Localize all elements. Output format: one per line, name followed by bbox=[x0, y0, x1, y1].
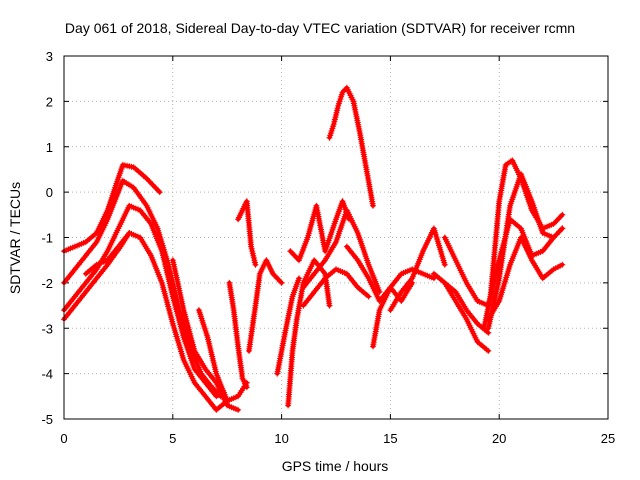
series-arc-7 bbox=[195, 307, 250, 404]
series-arc-16 bbox=[300, 266, 372, 309]
y-tick-label: -2 bbox=[41, 276, 53, 291]
y-tick-label: 2 bbox=[46, 94, 53, 109]
chart-title: Day 061 of 2018, Sidereal Day-to-day VTE… bbox=[65, 20, 575, 36]
y-tick-label: -4 bbox=[41, 367, 53, 382]
axis-ticks: 0 5 10 15 20 25 -5 -4 -3 -2 -1 0 1 2 3 bbox=[41, 49, 615, 446]
x-axis-label: GPS time / hours bbox=[282, 458, 389, 474]
series-arc-12 bbox=[285, 257, 333, 409]
series-arc-19 bbox=[387, 225, 448, 314]
series-plus-markers bbox=[287, 198, 353, 264]
series-arc-21 bbox=[441, 279, 492, 354]
x-tick-label: 0 bbox=[60, 431, 67, 446]
series-plus-markers bbox=[82, 230, 133, 277]
series-arc-18 bbox=[370, 279, 416, 350]
series-arc-8 bbox=[226, 279, 250, 391]
series-arc-11 bbox=[274, 275, 302, 377]
series-arc-9 bbox=[235, 198, 259, 268]
series-plus-markers bbox=[226, 279, 250, 391]
series-arc-25 bbox=[485, 234, 566, 323]
series-plus-markers bbox=[387, 225, 448, 314]
y-tick-label: 0 bbox=[46, 185, 53, 200]
plot-frame bbox=[63, 55, 609, 420]
series-plus-markers bbox=[235, 198, 259, 268]
series-plus-markers bbox=[300, 266, 372, 309]
series-plus-markers bbox=[326, 84, 376, 209]
data-series bbox=[61, 84, 566, 413]
series-plus-markers bbox=[441, 279, 492, 354]
y-tick-label: -3 bbox=[41, 321, 53, 336]
series-arc-5 bbox=[82, 230, 133, 277]
y-axis-label: SDTVAR / TECUs bbox=[7, 182, 23, 294]
series-plus-markers bbox=[195, 307, 250, 404]
y-tick-label: 1 bbox=[46, 140, 53, 155]
x-tick-label: 20 bbox=[492, 431, 506, 446]
y-tick-label: -1 bbox=[41, 231, 53, 246]
series-plus-markers bbox=[485, 234, 566, 323]
series-plus-markers bbox=[246, 257, 285, 354]
series-plus-markers bbox=[485, 171, 566, 332]
series-arc-20 bbox=[430, 270, 492, 336]
series-plus-markers bbox=[370, 279, 416, 350]
x-tick-label: 5 bbox=[169, 431, 176, 446]
x-tick-label: 10 bbox=[274, 431, 288, 446]
x-tick-label: 25 bbox=[601, 431, 615, 446]
x-tick-label: 15 bbox=[383, 431, 397, 446]
y-tick-label: -5 bbox=[41, 412, 53, 427]
series-plus-markers bbox=[274, 275, 302, 377]
series-arc-15 bbox=[326, 84, 376, 209]
series-arc-24 bbox=[485, 171, 566, 332]
y-tick-label: 3 bbox=[46, 49, 53, 64]
series-arc-14 bbox=[287, 198, 353, 264]
series-arc-6 bbox=[169, 257, 242, 413]
series-arc-10 bbox=[246, 257, 285, 354]
